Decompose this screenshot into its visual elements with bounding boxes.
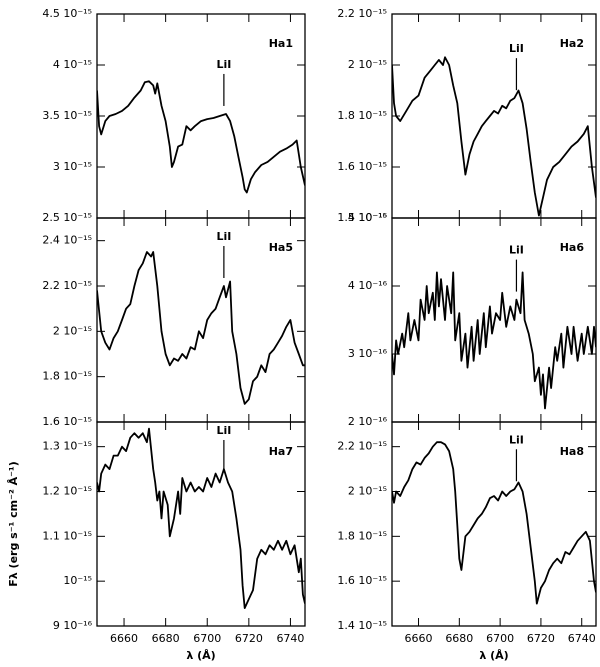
panel-title: Ha2 [560,37,584,50]
y-tick-label: 4 10⁻¹⁶ [348,279,388,292]
x-tick-label: 6720 [527,632,555,645]
spectrum-line [97,427,305,609]
panel-title: Ha5 [269,241,293,254]
y-tick-label: 3 10⁻¹⁶ [348,347,388,360]
y-tick-label: 1.1 10⁻¹⁵ [42,529,92,542]
x-tick-label: 6680 [445,632,473,645]
spectrum-line [392,271,596,410]
y-tick-label: 1.4 10⁻¹⁵ [337,211,387,224]
y-tick-label: 3.5 10⁻¹⁵ [42,109,92,122]
panel-frame [391,421,597,627]
y-tick-label: 2.4 10⁻¹⁵ [42,234,92,247]
x-tick-label: 6740 [276,632,304,645]
x-tick-label: 6720 [235,632,263,645]
y-tick-label: 9 10⁻¹⁶ [53,619,93,632]
y-tick-label: 1.6 10⁻¹⁵ [337,160,387,173]
y-tick-label: 1.6 10⁻¹⁵ [337,574,387,587]
y-tick-label: 1.8 10⁻¹⁵ [42,370,92,383]
x-tick-label: 6660 [110,632,138,645]
x-tick-label: 6660 [405,632,433,645]
y-tick-label: 3 10⁻¹⁵ [53,160,92,173]
panel-frame [96,421,306,627]
y-tick-label: 2 10⁻¹⁵ [348,58,387,71]
annotation-label: LiI [509,42,524,55]
y-tick-label: 1.4 10⁻¹⁵ [337,619,387,632]
y-tick-label: 2 10⁻¹⁵ [53,324,92,337]
annotation-label: LiI [509,244,524,257]
y-tick-label: 1.2 10⁻¹⁵ [42,484,92,497]
y-tick-label: 2.2 10⁻¹⁵ [337,7,387,20]
y-tick-label: 1.6 10⁻¹⁵ [42,415,92,428]
annotation-label: LiI [216,230,231,243]
panel-title: Ha1 [269,37,293,50]
spectrum-line [97,80,305,194]
annotation-label: LiI [216,424,231,437]
annotation-label: LiI [216,58,231,71]
y-tick-label: 2.2 10⁻¹⁵ [337,440,387,453]
y-tick-label: 10⁻¹⁵ [63,574,92,587]
x-tick-label: 6700 [193,632,221,645]
spectrum-line [392,56,596,217]
y-tick-label: 4 10⁻¹⁵ [53,58,92,71]
x-tick-label: 6740 [568,632,596,645]
x-tick-label: 6700 [486,632,514,645]
x-axis-label: λ (Å) [186,649,215,662]
y-tick-label: 2.2 10⁻¹⁵ [42,279,92,292]
y-tick-label: 2 10⁻¹⁶ [348,415,388,428]
spectrum-line [97,251,305,405]
panel-title: Ha8 [560,445,584,458]
y-tick-label: 4.5 10⁻¹⁵ [42,7,92,20]
y-axis-label: Fλ (erg s⁻¹ cm⁻² Å⁻¹) [7,461,20,587]
y-tick-label: 1.8 10⁻¹⁵ [337,109,387,122]
panel-title: Ha6 [560,241,585,254]
x-axis-label: λ (Å) [479,649,508,662]
x-tick-label: 6680 [152,632,180,645]
spectrum-line [392,441,596,605]
y-tick-label: 1.8 10⁻¹⁵ [337,529,387,542]
panel-title: Ha7 [269,445,293,458]
y-tick-label: 1.3 10⁻¹⁵ [42,440,92,453]
annotation-label: LiI [509,433,524,446]
y-tick-label: 2.5 10⁻¹⁵ [42,211,92,224]
y-tick-label: 5 10⁻¹⁶ [348,211,388,224]
y-tick-label: 2 10⁻¹⁵ [348,484,387,497]
